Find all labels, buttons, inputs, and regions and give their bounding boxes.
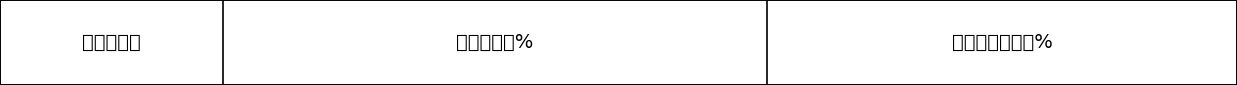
- Text: 催化剂编号: 催化剂编号: [82, 33, 141, 52]
- Text: 催化剂积炭量，%: 催化剂积炭量，%: [951, 33, 1053, 52]
- Text: 芳烃收率，%: 芳烃收率，%: [456, 33, 533, 52]
